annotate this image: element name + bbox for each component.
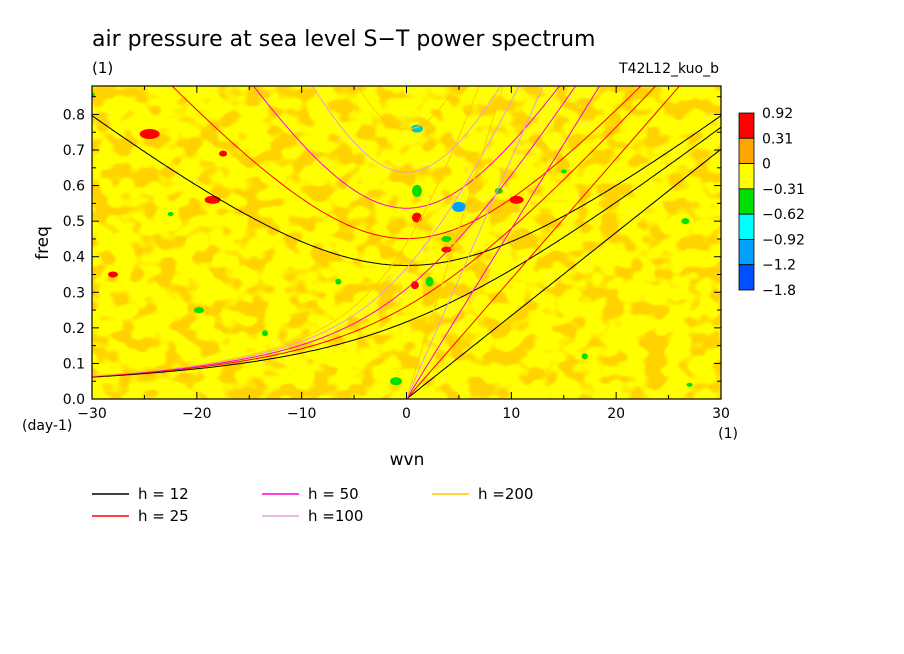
y-axis-label: freq — [33, 226, 53, 260]
dispersion-curve — [405, 86, 504, 399]
field-blob — [219, 150, 228, 157]
field-blob — [509, 195, 524, 204]
colorbar-label: −0.92 — [762, 232, 805, 248]
dispersion-curve — [92, 86, 657, 378]
field-blob — [411, 184, 422, 197]
y-tick-label: 0.6 — [63, 179, 85, 195]
field-blob — [410, 124, 423, 133]
y-tick-label: 0.2 — [63, 321, 85, 337]
field-blob — [193, 307, 204, 314]
y-tick-label: 0.4 — [63, 250, 85, 266]
field-blob — [411, 212, 422, 223]
field-blob — [204, 195, 221, 204]
x-tick-label: −30 — [77, 406, 107, 422]
x-tick-label: 20 — [607, 406, 625, 422]
y-tick-label: 0.3 — [63, 285, 85, 301]
dispersion-curve — [92, 126, 721, 378]
field-blob — [441, 235, 452, 242]
dispersion-curve — [405, 86, 681, 399]
colorbar-label: −0.31 — [762, 182, 805, 198]
field-blob — [451, 201, 466, 212]
colorbar-label: −1.8 — [762, 283, 796, 299]
dispersion-curve — [311, 86, 502, 173]
field-blob — [681, 218, 690, 225]
field-blob — [335, 278, 342, 285]
colorbar-swatch — [738, 163, 755, 190]
dispersion-curve — [92, 86, 480, 377]
field-blob — [560, 169, 567, 174]
x-tick-label: 30 — [712, 406, 730, 422]
colorbar-swatch — [738, 213, 755, 240]
chart-subtitle-right: T42L12_kuo_b — [618, 61, 719, 77]
y-tick-label: 0.8 — [63, 107, 85, 123]
dispersion-curve — [405, 86, 601, 399]
x-tick-label: 10 — [502, 406, 520, 422]
y-tick-label: 0.0 — [63, 392, 85, 408]
dispersion-curve — [171, 86, 642, 240]
x-axis-unit: (1) — [718, 426, 738, 442]
legend-label: h = 50 — [308, 485, 359, 503]
legend-label: h =200 — [478, 485, 533, 503]
dispersion-curve — [92, 86, 577, 377]
colorbar-swatch — [738, 188, 755, 215]
field-blob — [425, 276, 434, 287]
colorbar-swatch — [738, 112, 755, 139]
field-blob — [686, 382, 693, 387]
y-tick-label: 0.5 — [63, 214, 85, 230]
colorbar-label: 0 — [762, 157, 771, 173]
field-blob — [581, 353, 588, 360]
field-blob — [139, 129, 160, 140]
colorbar-swatch — [738, 239, 755, 266]
field-blob — [107, 271, 118, 278]
colorbar-label: 0.31 — [762, 131, 793, 147]
legend-label: h = 25 — [138, 507, 189, 525]
y-axis-unit: (day-1) — [22, 418, 72, 434]
dispersion-curve — [92, 115, 721, 266]
x-tick-label: −10 — [287, 406, 317, 422]
dispersion-curve — [405, 148, 721, 399]
x-tick-label: −20 — [182, 406, 212, 422]
dispersion-curve — [357, 86, 456, 130]
colorbar-label: −1.2 — [762, 258, 796, 274]
field-blob — [167, 212, 174, 217]
colorbar-label: −0.62 — [762, 207, 805, 223]
y-tick-label: 0.1 — [63, 356, 85, 372]
legend-label: h =100 — [308, 507, 363, 525]
field-blob — [441, 246, 452, 253]
colorbar: 0.92 0.31 0 −0.31 −0.62 −0.92 −1.2 −1.8 — [738, 106, 805, 299]
colorbar-label: 0.92 — [762, 106, 793, 122]
dispersion-curve — [252, 86, 561, 209]
colorbar-swatch — [738, 264, 755, 291]
x-tick-label: 0 — [402, 406, 411, 422]
colorbar-swatch — [738, 137, 755, 164]
field-blob — [390, 377, 403, 386]
chart-subtitle-left: (1) — [92, 59, 113, 77]
field-blob — [261, 330, 268, 337]
legend: h = 12 h = 25 h = 50 h =100 h =200 — [92, 485, 533, 525]
legend-label: h = 12 — [138, 485, 189, 503]
y-tick-label: 0.7 — [63, 143, 85, 159]
dispersion-curve — [405, 86, 544, 399]
x-axis-label: wvn — [390, 450, 425, 470]
plot-area — [91, 85, 722, 400]
chart-title: air pressure at sea level S−T power spec… — [92, 27, 595, 52]
